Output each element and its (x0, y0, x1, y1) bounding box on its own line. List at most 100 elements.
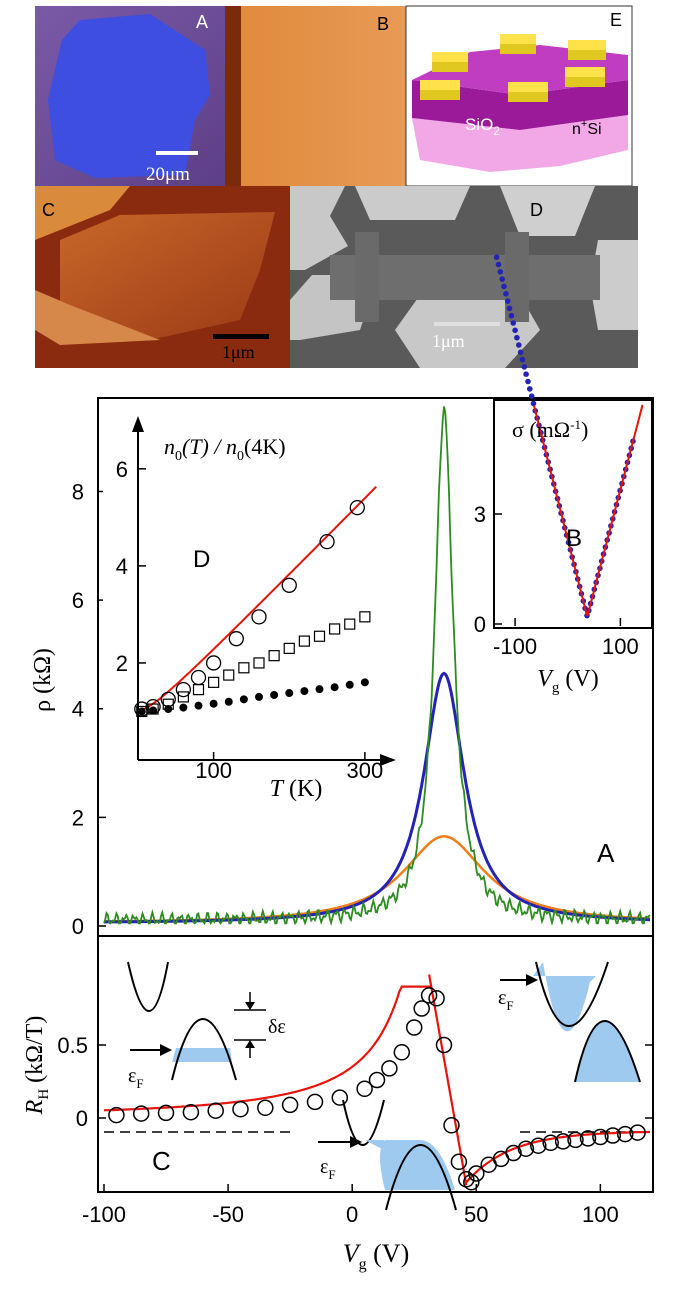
image-b-label: B (377, 14, 389, 34)
d-point-filled (330, 683, 339, 692)
d-point-filled (239, 695, 248, 704)
d-point-filled (345, 680, 354, 689)
d-point-filled (179, 703, 188, 712)
d-point-square (298, 635, 310, 647)
d-point-circle (228, 631, 244, 647)
d-point-square (268, 650, 280, 662)
c-xtick-label: 0 (346, 1202, 358, 1227)
inset-b-data (493, 254, 644, 619)
c-xtick-label: -50 (212, 1202, 244, 1227)
scalebar-c-label: 1μm (222, 342, 255, 362)
d-point-circle (205, 655, 222, 671)
sio2-label: SiO2 (465, 115, 500, 138)
rh-point (182, 1103, 200, 1121)
rh-point (331, 1089, 349, 1106)
d-point-filled (194, 701, 203, 710)
scalebar-a (156, 151, 198, 155)
rh-point (629, 1124, 646, 1141)
band-diagram-left: δε εF (127, 961, 286, 1091)
b-point (510, 320, 516, 326)
rh-fit-center (428, 974, 468, 1186)
b-point (508, 312, 515, 319)
d-ytick-label: 4 (116, 554, 128, 579)
b-point (495, 261, 502, 268)
b-point (516, 342, 522, 348)
rh-point (232, 1100, 249, 1118)
inset-d-label: D (193, 546, 210, 573)
d-fit (137, 485, 377, 712)
rh-point (157, 1104, 175, 1122)
rh-point (530, 1137, 547, 1154)
b-point (527, 386, 533, 392)
series-blue (104, 671, 650, 924)
scalebar-a-label: 20μm (146, 164, 190, 185)
rh-point (368, 1071, 386, 1089)
d-point-circle (281, 577, 297, 593)
rh-point (435, 1036, 453, 1054)
scalebar-d (434, 322, 500, 326)
d-point-filled (209, 699, 218, 708)
image-e-label: E (610, 10, 622, 30)
image-b: B (225, 6, 406, 186)
d-point-square (238, 662, 250, 674)
inset-b-label: B (566, 525, 582, 552)
d-point-square (329, 623, 341, 635)
rh-fit-left (103, 985, 432, 1112)
b-xtick-label: 100 (602, 634, 639, 659)
d-point-square (344, 618, 356, 630)
rh-point (567, 1131, 584, 1149)
b-point (525, 378, 531, 385)
rh-point (257, 1099, 274, 1117)
d-point-filled (137, 707, 146, 716)
c-ytick-label: 0 (76, 1106, 88, 1131)
rh-point (108, 1106, 125, 1124)
panel-a-y-axis: 0 2 4 6 8 (72, 479, 106, 939)
band-diagram-right: εF (498, 961, 641, 1083)
rh-point (604, 1127, 622, 1144)
d-point-circle (349, 499, 365, 516)
rh-point (468, 1165, 485, 1182)
d-point-square (192, 684, 205, 696)
b-ytick-label: 3 (474, 502, 486, 527)
rh-point (554, 1133, 572, 1150)
a-ytick-label: 8 (72, 479, 84, 504)
panel-c-frame (97, 935, 654, 1193)
d-xtick-label: 100 (195, 758, 232, 783)
rh-point (579, 1130, 597, 1147)
d-point-square (283, 642, 295, 654)
rh-point (463, 1173, 480, 1191)
inset-d-xlabel: T (K) (270, 776, 323, 802)
b-point (517, 349, 524, 356)
d-ytick-label: 2 (116, 651, 128, 676)
d-point-filled (270, 690, 279, 699)
rh-point (356, 1080, 373, 1098)
rh-point (592, 1128, 609, 1146)
image-c-label: C (42, 200, 55, 220)
scalebar-c (213, 334, 269, 339)
panel-c-data (103, 974, 650, 1191)
rh-point (207, 1102, 224, 1119)
b-ytick-label: 0 (474, 612, 486, 637)
ef-label-right: εF (498, 987, 514, 1013)
d-point-square (313, 630, 326, 642)
b-point (523, 371, 529, 378)
panel-c-ylabel: RH (kΩ/T) (22, 1016, 52, 1116)
d-point-filled (224, 697, 233, 706)
d-point-filled (300, 687, 309, 696)
inset-b-title: σ (mΩ-1) (512, 417, 588, 442)
panel-c-x-axis: -100 -50 0 50 100 (82, 1184, 619, 1227)
b-point (506, 305, 513, 312)
rh-point (281, 1096, 299, 1114)
b-point (521, 364, 528, 370)
b-point (519, 356, 526, 363)
panel-a-label: A (597, 838, 615, 868)
d-point-square (208, 676, 220, 688)
b-point (504, 298, 511, 304)
rh-point (306, 1093, 324, 1111)
b-xtick-label: -100 (493, 634, 537, 659)
flake-a (48, 14, 210, 178)
rh-point (450, 1153, 468, 1171)
d-point-square (359, 611, 371, 623)
rh-point (132, 1105, 150, 1122)
nsi-label: n+Si (572, 118, 602, 138)
